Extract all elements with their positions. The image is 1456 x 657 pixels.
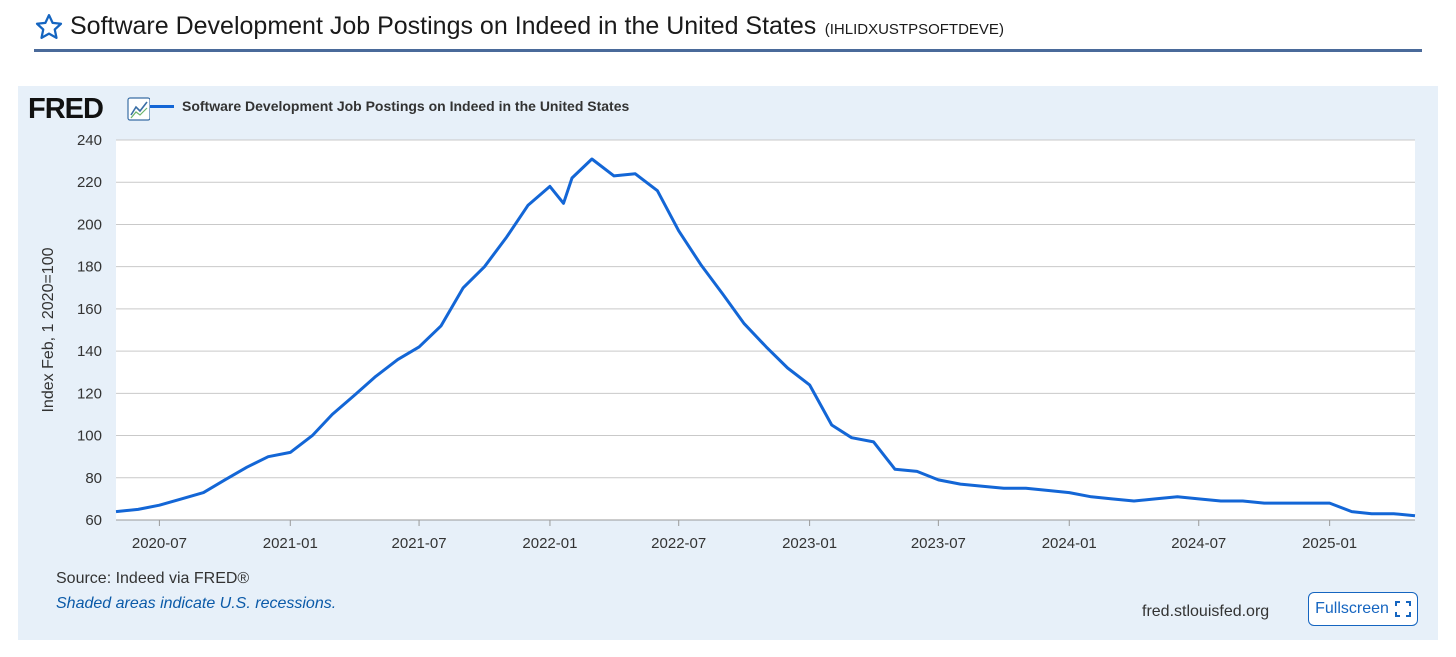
page-title: Software Development Job Postings on Ind… bbox=[70, 12, 817, 40]
y-axis-label: Index Feb, 1 2020=100 bbox=[40, 247, 57, 412]
y-tick-label: 180 bbox=[77, 259, 102, 276]
source-note: Source: Indeed via FRED® bbox=[56, 570, 250, 587]
x-tick-label: 2022-01 bbox=[522, 535, 577, 552]
series-id: (IHLIDXUSTPSOFTDEVE) bbox=[824, 21, 1004, 38]
recession-note: Shaded areas indicate U.S. recessions. bbox=[56, 595, 337, 612]
fullscreen-label: Fullscreen bbox=[1315, 600, 1389, 617]
x-tick-label: 2024-01 bbox=[1042, 535, 1097, 552]
y-tick-label: 220 bbox=[77, 174, 102, 191]
x-tick-label: 2020-07 bbox=[132, 535, 187, 552]
header-divider bbox=[34, 49, 1422, 52]
y-tick-label: 240 bbox=[77, 132, 102, 149]
site-url: fred.stlouisfed.org bbox=[1142, 603, 1270, 620]
y-tick-label: 160 bbox=[77, 301, 102, 318]
x-tick-label: 2024-07 bbox=[1171, 535, 1226, 552]
series-line bbox=[115, 157, 1416, 518]
y-tick-label: 60 bbox=[85, 512, 102, 529]
fred-logo: FRED bbox=[28, 93, 150, 123]
title-row: Software Development Job Postings on Ind… bbox=[70, 12, 1004, 41]
y-tick-label: 140 bbox=[77, 343, 102, 360]
x-tick-label: 2025-01 bbox=[1302, 535, 1357, 552]
x-tick-label: 2022-07 bbox=[651, 535, 706, 552]
line-chart: 60 80 100 120 140 160 180 200 220 240 2020-07 2021-… bbox=[40, 132, 1416, 552]
legend-label: Software Development Job Postings on Ind… bbox=[182, 98, 630, 114]
y-tick-label: 80 bbox=[85, 470, 102, 487]
x-tick-label: 2023-07 bbox=[911, 535, 966, 552]
x-tick-label: 2021-07 bbox=[392, 535, 447, 552]
star-icon[interactable] bbox=[34, 12, 64, 42]
page-header: Software Development Job Postings on Ind… bbox=[34, 8, 1422, 52]
y-tick-label: 100 bbox=[77, 428, 102, 445]
fullscreen-icon bbox=[1394, 601, 1411, 617]
fullscreen-button[interactable]: Fullscreen bbox=[1308, 592, 1418, 626]
x-tick-label: 2023-01 bbox=[782, 535, 837, 552]
legend: Software Development Job Postings on Ind… bbox=[150, 98, 629, 114]
chart-panel: FRED Software Development Job Postings o… bbox=[18, 86, 1438, 640]
x-tick-label: 2021-01 bbox=[263, 535, 318, 552]
plot-area bbox=[116, 140, 1415, 520]
legend-swatch bbox=[150, 104, 174, 108]
svg-text:FRED: FRED bbox=[28, 93, 103, 123]
y-tick-label: 120 bbox=[77, 385, 102, 402]
y-tick-label: 200 bbox=[77, 216, 102, 233]
